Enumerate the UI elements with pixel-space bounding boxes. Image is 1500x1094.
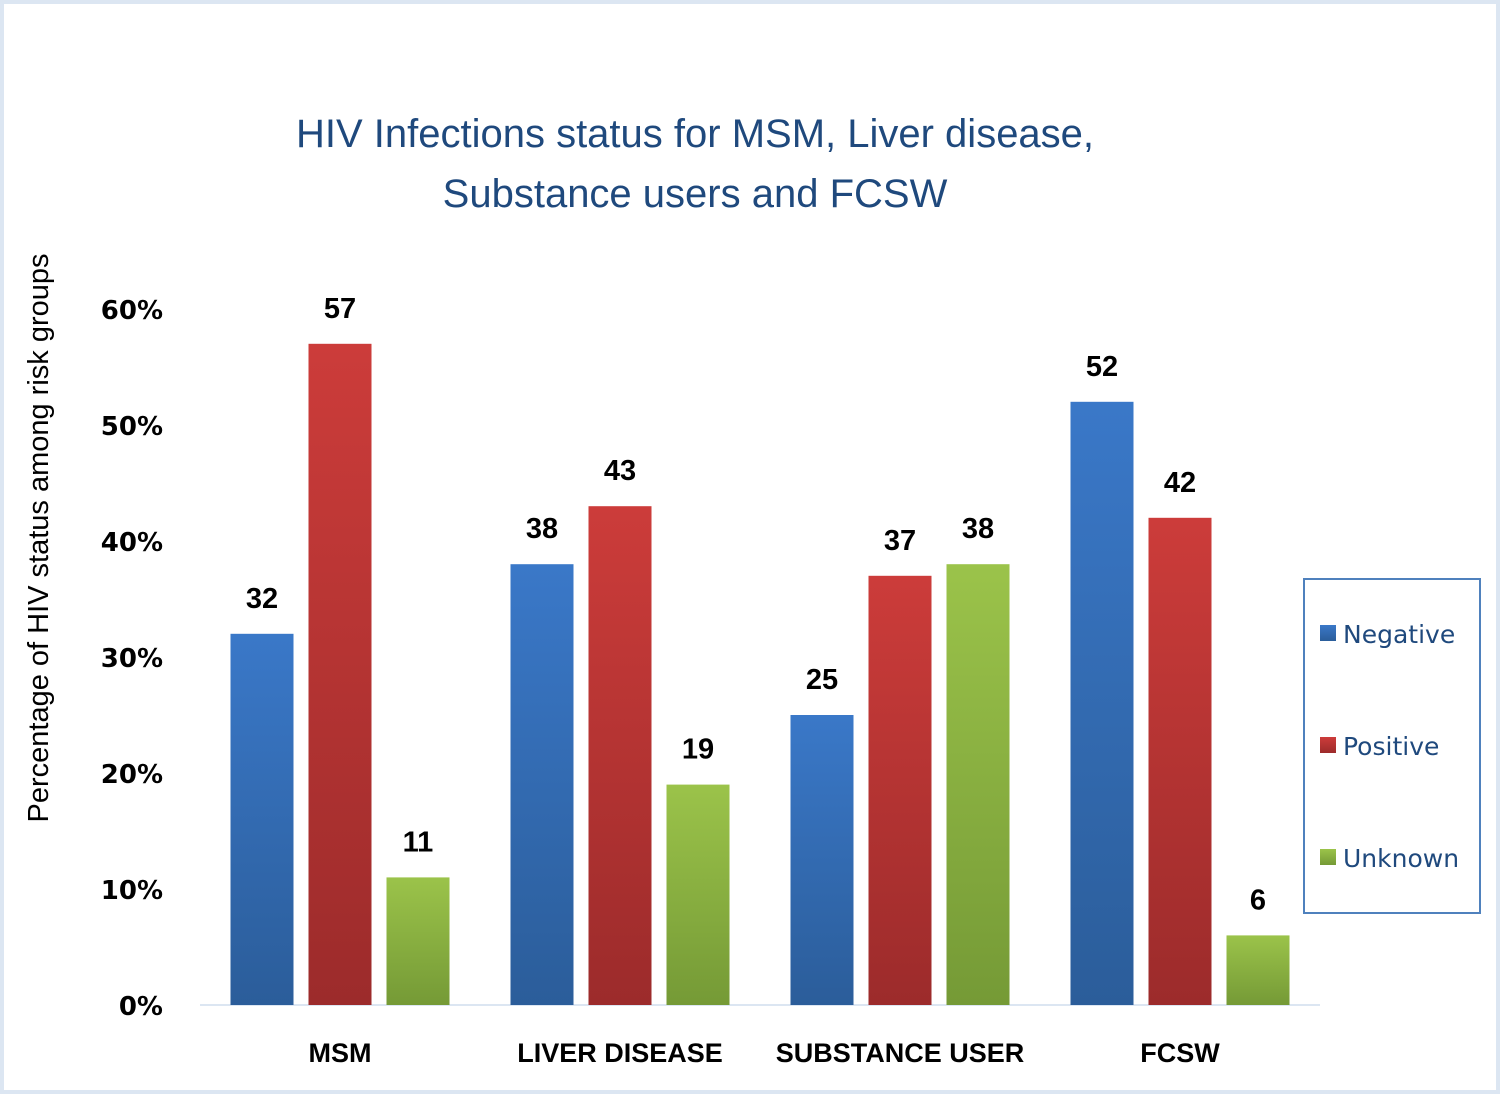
bar-unknown-fcsw <box>1226 935 1290 1005</box>
bars <box>230 343 1290 1005</box>
y-axis-ticks: 0% 10% 20% 30% 40% 50% 60% <box>101 296 163 1022</box>
bar-negative-fcsw <box>1070 401 1134 1005</box>
legend-swatch-unknown <box>1320 849 1336 865</box>
data-label: 37 <box>884 525 916 557</box>
data-labels: 32 57 11 38 43 19 25 37 38 52 42 6 <box>246 293 1266 917</box>
bar-negative-msm <box>230 633 294 1005</box>
chart-title: HIV Infections status for MSM, Liver dis… <box>296 112 1094 216</box>
bar-unknown-msm <box>386 877 450 1005</box>
data-label: 11 <box>403 826 434 858</box>
bar-unknown-substance-user <box>946 564 1010 1005</box>
bar-positive-fcsw <box>1148 517 1212 1005</box>
bar-negative-substance-user <box>790 715 854 1005</box>
y-tick-label: 50% <box>101 412 163 442</box>
chart-title-line-2: Substance users and FCSW <box>443 172 948 216</box>
data-label: 38 <box>526 513 558 545</box>
x-axis-category-labels: MSM LIVER DISEASE SUBSTANCE USER FCSW <box>309 1038 1221 1068</box>
bar-positive-liver-disease <box>588 506 652 1005</box>
data-label: 52 <box>1086 351 1118 383</box>
data-label: 19 <box>682 734 714 766</box>
data-label: 6 <box>1250 884 1266 916</box>
bar-positive-substance-user <box>868 575 932 1005</box>
data-label: 42 <box>1164 467 1196 499</box>
y-tick-label: 20% <box>101 760 163 790</box>
x-category-label: SUBSTANCE USER <box>776 1038 1025 1068</box>
x-category-label: FCSW <box>1140 1038 1220 1068</box>
data-label: 38 <box>962 513 994 545</box>
legend-swatch-positive <box>1320 737 1336 753</box>
data-label: 43 <box>604 455 636 487</box>
chart-title-line-1: HIV Infections status for MSM, Liver dis… <box>296 112 1094 156</box>
y-tick-label: 30% <box>101 644 163 674</box>
bar-positive-msm <box>308 343 372 1005</box>
y-tick-label: 10% <box>101 876 163 906</box>
bar-negative-liver-disease <box>510 564 574 1005</box>
legend-label-unknown: Unknown <box>1343 844 1459 873</box>
y-tick-label: 60% <box>101 296 163 326</box>
y-axis-label: Percentage of HIV status among risk grou… <box>23 253 55 822</box>
data-label: 32 <box>246 583 278 615</box>
y-tick-label: 40% <box>101 528 163 558</box>
data-label: 57 <box>324 293 356 325</box>
y-tick-label: 0% <box>119 992 163 1022</box>
x-category-label: LIVER DISEASE <box>517 1038 723 1068</box>
x-category-label: MSM <box>309 1038 372 1068</box>
legend: Negative Positive Unknown <box>1303 578 1481 914</box>
data-label: 25 <box>806 664 838 696</box>
legend-swatch-negative <box>1320 625 1336 641</box>
legend-label-positive: Positive <box>1343 732 1439 761</box>
bar-unknown-liver-disease <box>666 784 730 1005</box>
legend-label-negative: Negative <box>1343 620 1455 649</box>
